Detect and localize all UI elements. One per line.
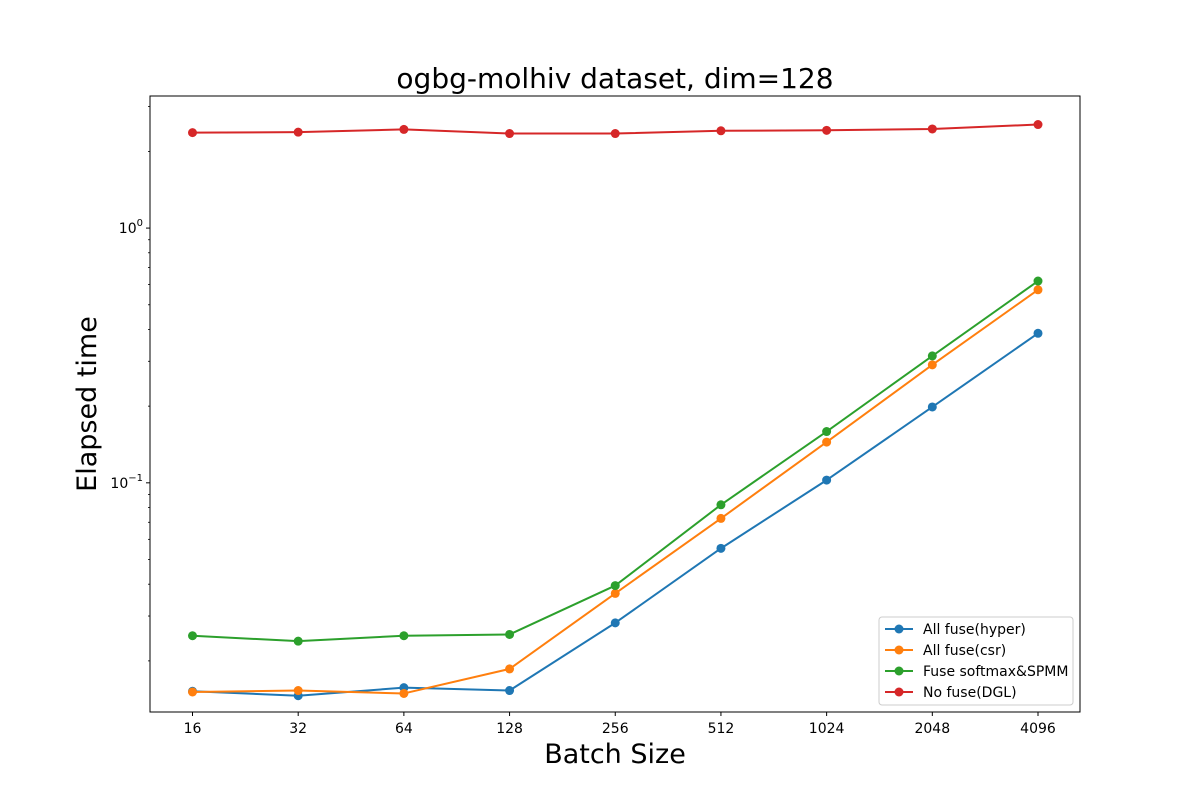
y-axis-label: Elapsed time: [72, 316, 103, 492]
y-tick-label: 100: [119, 218, 143, 237]
x-tick-label: 4096: [1020, 721, 1056, 737]
data-point: [927, 124, 937, 134]
chart-title: ogbg-molhiv dataset, dim=128: [396, 62, 833, 95]
legend-label: All fuse(csr): [923, 643, 1006, 659]
y-tick-label: 10−1: [110, 473, 143, 492]
data-point: [1033, 285, 1043, 295]
x-tick-label: 16: [184, 721, 202, 737]
legend-label: Fuse softmax&SPMM: [923, 664, 1068, 680]
data-point: [399, 124, 409, 134]
y-tick-label-base: 10: [110, 476, 128, 492]
data-point: [822, 125, 832, 135]
data-point: [1033, 328, 1043, 338]
y-tick-label-exponent: −1: [128, 473, 143, 484]
data-point: [293, 686, 303, 696]
legend-marker: [894, 687, 904, 697]
data-point: [188, 128, 197, 138]
legend-item: All fuse(hyper): [885, 622, 1026, 638]
data-point: [505, 629, 515, 639]
x-tick-label: 32: [289, 721, 307, 737]
legend-item: No fuse(DGL): [885, 685, 1017, 701]
x-axis-label: Batch Size: [544, 739, 686, 770]
data-point: [822, 427, 832, 437]
plot-frame: [149, 95, 1081, 713]
data-point: [505, 686, 515, 696]
data-point: [716, 543, 726, 553]
data-point: [610, 588, 620, 598]
x-tick-label: 256: [602, 721, 629, 737]
x-tick-label: 64: [395, 721, 413, 737]
legend-box: [878, 616, 1074, 706]
data-point: [610, 129, 620, 139]
data-point: [188, 631, 197, 641]
legend-label: No fuse(DGL): [923, 685, 1017, 701]
series-1: [188, 285, 1043, 698]
legend-item: Fuse softmax&SPMM: [885, 664, 1068, 680]
data-point: [927, 360, 937, 370]
series-3: [188, 120, 1043, 139]
legend-marker: [894, 666, 904, 676]
x-tick-label: 512: [708, 721, 735, 737]
y-tick-label-base: 10: [119, 221, 137, 237]
data-point: [293, 127, 303, 137]
data-point: [716, 126, 726, 136]
x-tick-label: 1024: [809, 721, 845, 737]
data-point: [927, 402, 937, 412]
x-tick-label: 128: [496, 721, 523, 737]
series-2: [188, 276, 1043, 646]
x-axis-ticks: 16 32 64 128 256 512 1024 2048 4096: [184, 712, 1056, 737]
data-point: [399, 688, 409, 698]
data-point: [822, 437, 832, 447]
data-point: [1033, 120, 1043, 130]
y-tick-label-exponent: 0: [137, 218, 143, 229]
data-point: [716, 513, 726, 523]
legend-marker: [894, 645, 904, 655]
data-point: [505, 664, 515, 674]
data-point: [927, 351, 937, 361]
data-point: [1033, 276, 1043, 286]
plot-area: [150, 96, 1080, 712]
legend-marker: [894, 624, 904, 634]
x-tick-label: 2048: [914, 721, 950, 737]
data-point: [610, 581, 620, 591]
data-point: [610, 618, 620, 628]
data-point: [822, 475, 832, 485]
data-point: [505, 129, 515, 139]
data-point: [399, 631, 409, 641]
series-layer: [188, 120, 1043, 701]
data-point: [716, 500, 726, 510]
data-point: [293, 636, 303, 646]
data-point: [188, 687, 197, 697]
legend: All fuse(hyper) All fuse(csr) Fuse softmax…: [878, 616, 1074, 706]
legend-label: All fuse(hyper): [923, 622, 1026, 638]
legend-item: All fuse(csr): [885, 643, 1006, 659]
